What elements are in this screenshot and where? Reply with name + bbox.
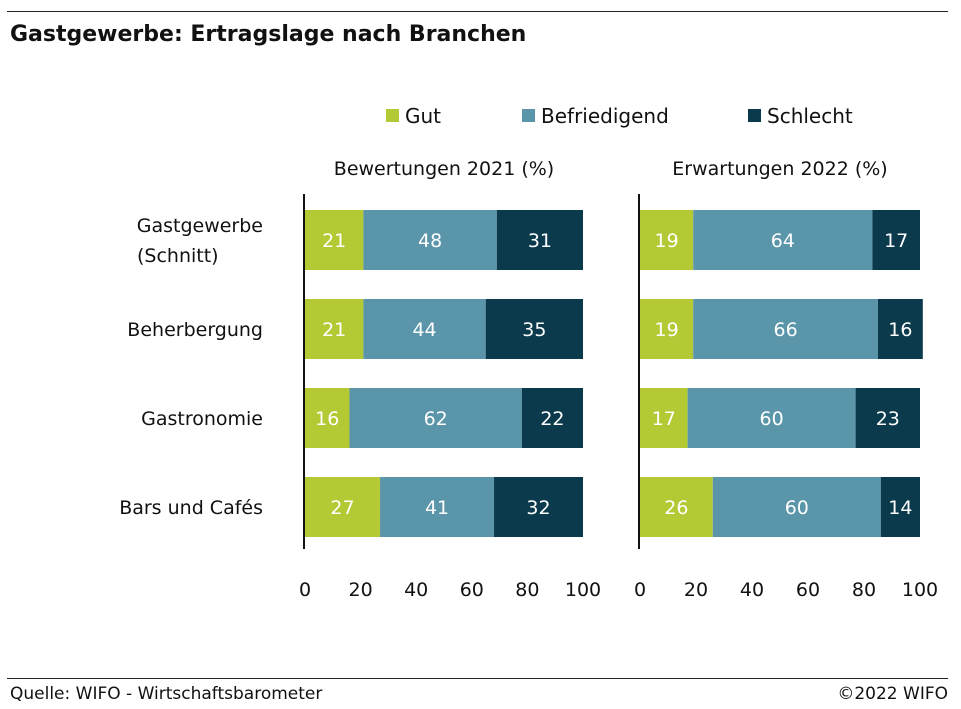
panel-1-value-gastgewerbe-schnitt-gut: 21 [322,230,346,252]
category-label-bars-und-caf-s: Bars und Cafés [119,497,263,519]
panel-2-bar-beherbergung-gut [640,299,694,359]
panel-2-value-beherbergung-befriedigend: 66 [774,319,798,341]
panel-1-bar-bars-und-caf-s-gut [305,477,381,537]
panel-2-bar-bars-und-caf-s-gut [640,477,713,537]
panel-1-tick-80: 80 [515,579,539,601]
panel-1-tick-20: 20 [349,579,373,601]
panel-1-bar-bars-und-caf-s-befriedigend [380,477,495,537]
panel-1-bar-beherbergung-befriedigend [363,299,486,359]
panel-1-value-beherbergung-gut: 21 [322,319,346,341]
panel-2-bar-gastgewerbe-schnitt-gut [640,210,694,270]
legend-swatch-schlecht [748,109,761,122]
panel-1-bar-beherbergung-schlecht [485,299,583,359]
category-label-gastronomie: Gastronomie [141,408,263,430]
legend-swatch-gut [386,109,399,122]
panel-2-value-bars-und-caf-s-gut: 26 [664,497,688,519]
legend-label-schlecht: Schlecht [767,104,853,128]
panel-1-bar-beherbergung-gut [305,299,364,359]
panel-2-bar-beherbergung-schlecht [878,299,923,359]
category-label-gastgewerbe-schnitt-line-2: (Schnitt) [137,245,219,267]
panel-2-bar-gastronomie-schlecht [855,388,920,448]
legend-item-befriedigend: Befriedigend [522,104,669,128]
panel-2-bar-gastgewerbe-schnitt-befriedigend [693,210,873,270]
panel-1-value-beherbergung-schlecht: 35 [522,319,546,341]
panel-2-tick-20: 20 [684,579,708,601]
panel-2-value-gastgewerbe-schnitt-schlecht: 17 [884,230,908,252]
panel-2-bar-gastgewerbe-schnitt-schlecht [872,210,920,270]
panel-1-bar-gastronomie-gut [305,388,350,448]
panel-2-tick-40: 40 [740,579,764,601]
panel-1-bar-gastgewerbe-schnitt-befriedigend [363,210,497,270]
panel-2-value-gastgewerbe-schnitt-befriedigend: 64 [771,230,795,252]
panel-1-value-bars-und-caf-s-schlecht: 32 [526,497,550,519]
panel-1-bar-gastgewerbe-schnitt-gut [305,210,364,270]
panel-1-value-gastronomie-befriedigend: 62 [424,408,448,430]
panel-1-value-bars-und-caf-s-befriedigend: 41 [425,497,449,519]
page-title: Gastgewerbe: Ertragslage nach Branchen [10,22,527,47]
copyright-note: ©2022 WIFO [837,684,948,704]
panel-1-value-beherbergung-befriedigend: 44 [412,319,436,341]
panel-2-value-gastgewerbe-schnitt-gut: 19 [655,230,679,252]
legend-item-gut: Gut [386,104,441,128]
panel-2-bar-bars-und-caf-s-schlecht [880,477,920,537]
panel-1-value-gastgewerbe-schnitt-schlecht: 31 [528,230,552,252]
panel-2-value-gastronomie-schlecht: 23 [876,408,900,430]
panel-2-tick-60: 60 [796,579,820,601]
panel-1-value-gastronomie-gut: 16 [315,408,339,430]
panel-2-tick-0: 0 [634,579,646,601]
panel-2-value-bars-und-caf-s-schlecht: 14 [888,497,912,519]
panel-1-tick-40: 40 [404,579,428,601]
bottom-rule [7,678,948,679]
panel-1-value-bars-und-caf-s-gut: 27 [330,497,354,519]
category-label-gastgewerbe-schnitt-line-1: Gastgewerbe [137,215,263,237]
panel-1-tick-60: 60 [460,579,484,601]
panel-2-bar-bars-und-caf-s-befriedigend [712,477,881,537]
panel-2-value-gastronomie-gut: 17 [652,408,676,430]
panel-2-value-beherbergung-schlecht: 16 [888,319,912,341]
legend-item-schlecht: Schlecht [748,104,853,128]
panel-2-bar-gastronomie-gut [640,388,688,448]
panel-1-tick-0: 0 [299,579,311,601]
panel-2-tick-100: 100 [902,579,938,601]
panel-1-title: Bewertungen 2021 (%) [334,158,554,180]
panel-2-value-beherbergung-gut: 19 [655,319,679,341]
panel-1-bar-bars-und-caf-s-schlecht [494,477,583,537]
panel-1-tick-100: 100 [565,579,601,601]
panel-1-bar-gastgewerbe-schnitt-schlecht [496,210,583,270]
legend-swatch-befriedigend [522,109,535,122]
panel-2-title: Erwartungen 2022 (%) [672,158,887,180]
panel-2-value-bars-und-caf-s-befriedigend: 60 [785,497,809,519]
legend-label-befriedigend: Befriedigend [541,104,669,128]
panel-2-tick-80: 80 [852,579,876,601]
legend: Gut Befriedigend Schlecht [0,104,961,128]
top-rule [7,11,948,12]
panel-2-bar-gastronomie-befriedigend [687,388,856,448]
legend-label-gut: Gut [405,104,442,128]
panel-1-bar-gastronomie-schlecht [521,388,583,448]
category-label-beherbergung: Beherbergung [127,319,263,341]
panel-2-bar-beherbergung-befriedigend [693,299,878,359]
panel-1-value-gastgewerbe-schnitt-befriedigend: 48 [418,230,442,252]
panel-1-bar-gastronomie-befriedigend [349,388,522,448]
source-note: Quelle: WIFO - Wirtschaftsbarometer [10,684,323,704]
panel-2-value-gastronomie-befriedigend: 60 [760,408,784,430]
panel-1-value-gastronomie-schlecht: 22 [540,408,564,430]
